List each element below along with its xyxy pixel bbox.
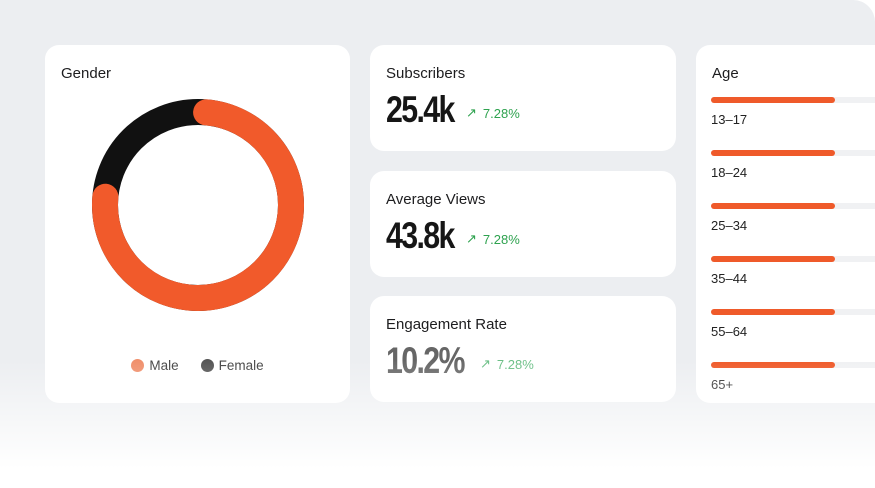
stat-title: Average Views (386, 191, 486, 208)
age-label: 25–34 (711, 218, 748, 233)
arrow-up-right-icon: ↗ (480, 356, 491, 371)
age-label: 65+ (711, 377, 734, 392)
age-bar-track (711, 97, 875, 103)
stat-title: Subscribers (386, 65, 466, 82)
age-label: 55–64 (711, 324, 748, 339)
stat-title: Engagement Rate (386, 316, 507, 333)
subscribers-card: Subscribers 25.4k ↗ 7.28% (370, 45, 676, 151)
arrow-up-right-icon: ↗ (466, 231, 477, 246)
female-dot-icon (200, 359, 214, 372)
arrow-up-right-icon: ↗ (466, 105, 477, 120)
age-bar-track (711, 203, 875, 209)
male-dot-icon (131, 359, 145, 372)
age-bar-fill (711, 309, 835, 315)
average-views-card: Average Views 43.8k ↗ 7.28% (370, 171, 676, 277)
age-row: 55–64 (711, 309, 875, 339)
legend-male: Male (131, 358, 179, 373)
age-bar-fill (711, 362, 835, 368)
legend-female: Female (200, 358, 264, 373)
stat-change: ↗ 7.28% (480, 356, 534, 372)
gender-title: Gender (61, 65, 112, 82)
age-bar-track (711, 309, 875, 315)
male-arc (92, 99, 304, 311)
gender-card: Gender Male Female (45, 45, 350, 403)
engagement-rate-card: Engagement Rate 10.2% ↗ 7.28% (370, 296, 676, 402)
age-title: Age (712, 65, 739, 82)
age-row: 18–24 (711, 150, 875, 180)
age-bar-fill (711, 203, 835, 209)
gender-donut-chart (92, 99, 304, 311)
age-bar-fill (711, 150, 835, 156)
age-label: 35–44 (711, 271, 748, 286)
stat-value: 10.2% (386, 340, 465, 381)
stat-change: ↗ 7.28% (466, 105, 520, 121)
stat-change: ↗ 7.28% (466, 231, 520, 247)
age-bar-track (711, 362, 875, 368)
age-label: 13–17 (711, 112, 748, 127)
stat-value: 43.8k (386, 215, 455, 256)
gender-legend: Male Female (45, 358, 350, 373)
age-row: 13–17 (711, 97, 875, 127)
age-bar-track (711, 256, 875, 262)
age-row: 65+ (711, 362, 875, 392)
stat-value: 25.4k (386, 89, 455, 130)
age-bar-track (711, 150, 875, 156)
age-card: Age 13–17 18–24 25–34 35–44 55–64 65+ (696, 45, 875, 403)
age-row: 25–34 (711, 203, 875, 233)
age-label: 18–24 (711, 165, 748, 180)
age-bar-fill (711, 97, 835, 103)
age-row: 35–44 (711, 256, 875, 286)
age-bar-fill (711, 256, 835, 262)
